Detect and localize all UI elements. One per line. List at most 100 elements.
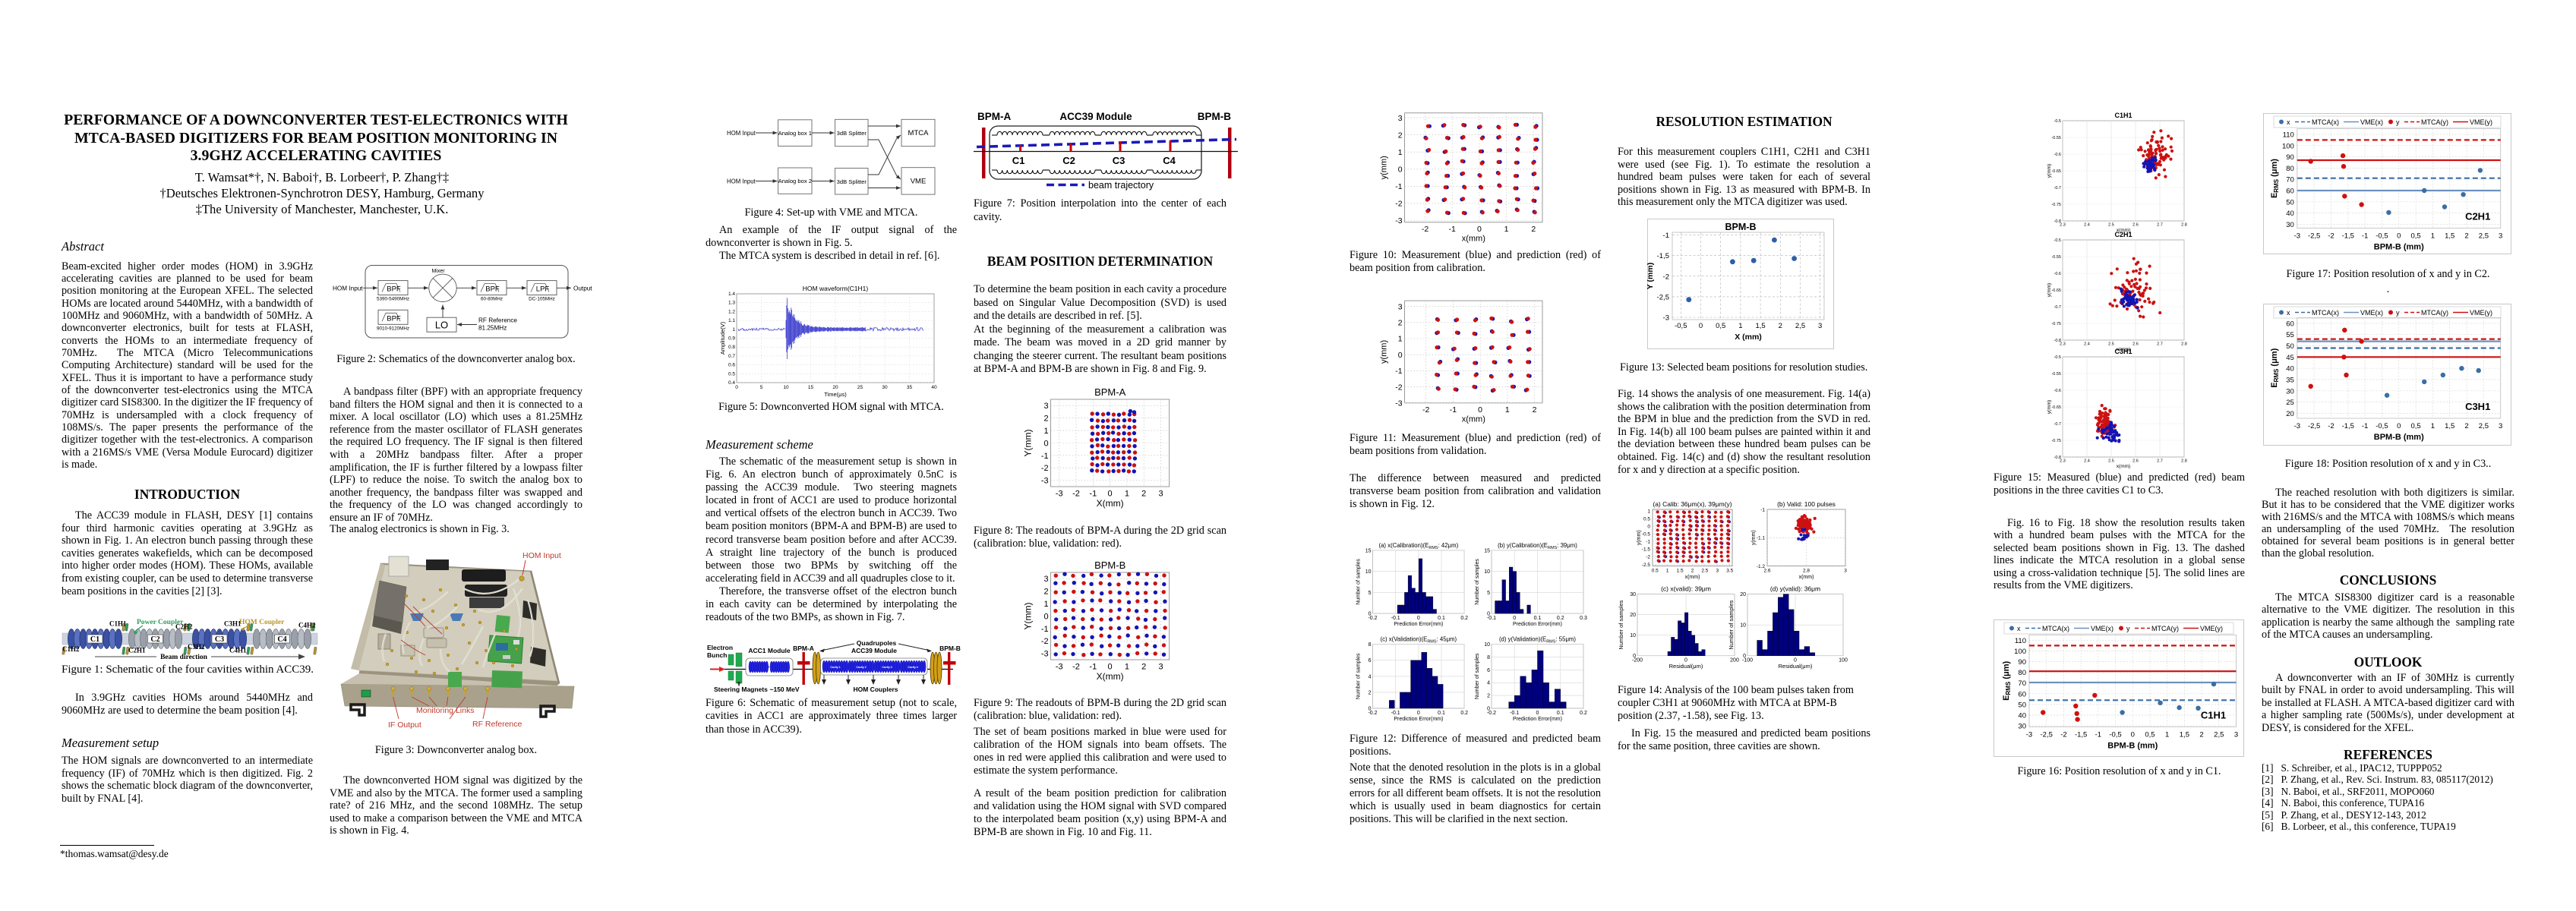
svg-text:MTCA(y): MTCA(y) <box>2151 625 2179 632</box>
svg-text:0: 0 <box>1513 616 1516 621</box>
svg-text:3: 3 <box>2499 232 2502 241</box>
svg-text:-0.7: -0.7 <box>2054 422 2061 427</box>
svg-text:0: 0 <box>1487 612 1490 617</box>
svg-text:VME(y): VME(y) <box>2200 625 2223 632</box>
svg-text:2: 2 <box>1779 322 1782 330</box>
svg-text:-0.5: -0.5 <box>2054 119 2061 124</box>
svg-text:C3H1: C3H1 <box>2114 348 2132 355</box>
svg-text:-3: -3 <box>2294 232 2300 241</box>
svg-text:BPF: BPF <box>387 314 401 323</box>
svg-text:x(mm): x(mm) <box>1685 575 1700 580</box>
svg-text:3: 3 <box>1818 322 1822 330</box>
svg-text:-200: -200 <box>1632 658 1643 664</box>
svg-text:(b) y(Calibration)(ERMS: 39μm): (b) y(Calibration)(ERMS: 39μm) <box>1498 542 1577 550</box>
svg-text:-1: -1 <box>1646 540 1650 545</box>
svg-text:-3: -3 <box>1041 650 1049 659</box>
svg-text:6: 6 <box>1368 658 1372 664</box>
svg-text:Cavity 3: Cavity 3 <box>882 666 892 669</box>
svg-text:Y(mm): Y(mm) <box>1023 603 1034 630</box>
svg-text:10: 10 <box>1365 569 1372 575</box>
svg-text:x(mm): x(mm) <box>1799 575 1814 580</box>
svg-text:-0.65: -0.65 <box>2051 405 2061 410</box>
svg-text:0,5: 0,5 <box>1716 322 1725 330</box>
svg-text:y: y <box>2396 309 2400 317</box>
svg-text:C2H1: C2H1 <box>128 647 146 654</box>
svg-text:0.2: 0.2 <box>1557 616 1564 621</box>
svg-text:x: x <box>2017 625 2021 632</box>
svg-text:Output: Output <box>573 285 592 292</box>
svg-text:-0.5: -0.5 <box>2054 355 2061 360</box>
svg-text:Residual(μm): Residual(μm) <box>1669 663 1703 670</box>
svg-text:2.6: 2.6 <box>2132 342 2139 347</box>
svg-text:DC-105MHz: DC-105MHz <box>529 297 555 302</box>
svg-text:0: 0 <box>1743 654 1746 659</box>
svg-text:5: 5 <box>760 385 763 390</box>
svg-text:100: 100 <box>1839 658 1848 664</box>
svg-text:1: 1 <box>1398 148 1403 157</box>
svg-text:1.4: 1.4 <box>728 292 735 297</box>
svg-text:-2: -2 <box>2328 422 2334 430</box>
svg-text:-0.8: -0.8 <box>2054 219 2061 224</box>
svg-text:20: 20 <box>2286 410 2294 418</box>
svg-text:-0,5: -0,5 <box>2376 232 2388 241</box>
svg-text:Cavity 2: Cavity 2 <box>856 666 866 669</box>
svg-text:(c) x(Validation)(ERMS: 45μm): (c) x(Validation)(ERMS: 45μm) <box>1381 636 1457 645</box>
svg-text:0: 0 <box>1477 225 1482 234</box>
svg-text:-2: -2 <box>1072 663 1080 672</box>
svg-text:Cavity 4: Cavity 4 <box>908 666 917 669</box>
svg-text:2: 2 <box>1368 690 1372 695</box>
svg-text:15: 15 <box>1365 548 1372 553</box>
svg-text:1: 1 <box>1043 600 1048 609</box>
svg-text:-2: -2 <box>2060 730 2066 739</box>
svg-text:1: 1 <box>1398 335 1403 344</box>
svg-text:MTCA(y): MTCA(y) <box>2421 118 2448 126</box>
svg-text:-2: -2 <box>1663 273 1669 281</box>
svg-text:C4: C4 <box>1163 155 1176 166</box>
svg-text:MTCA(y): MTCA(y) <box>2421 309 2448 317</box>
svg-text:X(mm): X(mm) <box>1097 671 1124 682</box>
svg-text:0: 0 <box>1487 706 1490 711</box>
svg-text:-0.75: -0.75 <box>2051 322 2061 326</box>
svg-text:2,5: 2,5 <box>2479 422 2489 430</box>
svg-text:-0,5: -0,5 <box>2376 422 2388 430</box>
svg-text:-2,5: -2,5 <box>2041 730 2053 739</box>
svg-text:1.3: 1.3 <box>728 301 735 306</box>
svg-text:Cavity 1: Cavity 1 <box>830 666 840 669</box>
svg-text:ACC39 Module: ACC39 Module <box>851 647 897 654</box>
svg-text:1: 1 <box>1043 427 1048 436</box>
svg-text:-0.2: -0.2 <box>1368 711 1377 716</box>
svg-text:0: 0 <box>2397 232 2401 241</box>
svg-text:-0.5: -0.5 <box>1642 531 1651 537</box>
svg-text:-2: -2 <box>2328 232 2334 241</box>
svg-text:3: 3 <box>1043 402 1048 411</box>
svg-text:-2,5: -2,5 <box>1657 293 1669 301</box>
svg-text:0: 0 <box>1368 612 1372 617</box>
svg-text:-2: -2 <box>1646 555 1650 560</box>
svg-text:ACC1 Module: ACC1 Module <box>748 647 791 654</box>
svg-text:VME(y): VME(y) <box>2470 309 2492 317</box>
svg-text:-0.65: -0.65 <box>2051 288 2061 293</box>
svg-text:(a) x(Calibration)(ERMS: 42μm): (a) x(Calibration)(ERMS: 42μm) <box>1379 542 1459 550</box>
svg-text:IF Output: IF Output <box>388 720 421 730</box>
svg-text:2: 2 <box>1398 318 1403 327</box>
svg-text:-1: -1 <box>2095 730 2101 739</box>
svg-text:Electron: Electron <box>707 644 733 651</box>
svg-text:-1: -1 <box>1663 232 1669 240</box>
svg-text:-0.6: -0.6 <box>2054 272 2061 276</box>
svg-text:2.7: 2.7 <box>2157 459 2163 464</box>
svg-text:-0,5: -0,5 <box>1675 322 1687 330</box>
svg-text:y(mm): y(mm) <box>2047 164 2052 178</box>
svg-text:10: 10 <box>1630 633 1636 638</box>
svg-text:2.5: 2.5 <box>2108 223 2114 228</box>
svg-text:-1: -1 <box>1041 452 1049 461</box>
svg-text:0.6: 0.6 <box>728 363 735 368</box>
svg-text:Number of samples: Number of samples <box>1618 600 1624 649</box>
svg-text:Analog box 1: Analog box 1 <box>778 130 812 137</box>
svg-text:y: y <box>2126 625 2130 632</box>
svg-text:Number of samples: Number of samples <box>1475 653 1480 699</box>
svg-text:0.1: 0.1 <box>1438 616 1445 621</box>
svg-text:MTCA: MTCA <box>908 129 930 137</box>
svg-text:C3H1: C3H1 <box>224 620 242 628</box>
svg-text:x(mm): x(mm) <box>1462 415 1485 424</box>
svg-text:0: 0 <box>2397 422 2401 430</box>
